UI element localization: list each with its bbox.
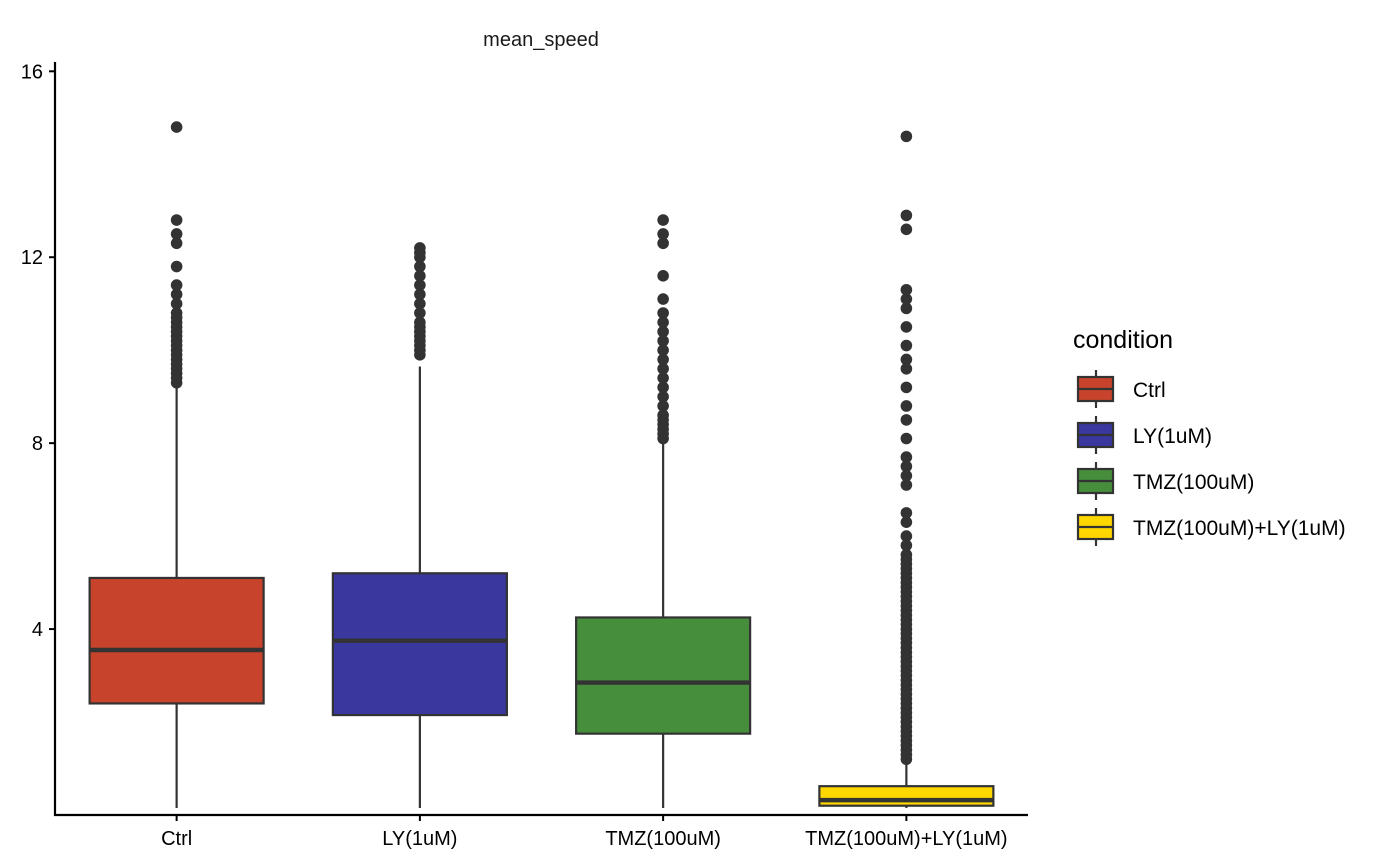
outlier-point bbox=[900, 507, 913, 519]
box-group-4 bbox=[818, 130, 995, 809]
outlier-point bbox=[900, 451, 913, 463]
box bbox=[331, 572, 508, 717]
box bbox=[575, 616, 752, 735]
outlier-point bbox=[657, 362, 669, 375]
outlier-point bbox=[657, 237, 669, 250]
outlier-point bbox=[900, 539, 913, 552]
outlier-point bbox=[170, 260, 183, 273]
box-group-1 bbox=[88, 121, 265, 809]
legend-item-3: TMZ(100uM) bbox=[1076, 462, 1254, 500]
outlier-point bbox=[900, 130, 913, 143]
outlier-point bbox=[170, 297, 183, 310]
outlier-point bbox=[657, 293, 669, 305]
outlier-point bbox=[414, 242, 426, 254]
outlier-point bbox=[657, 307, 669, 319]
outlier-point bbox=[657, 270, 669, 282]
outlier-point bbox=[170, 307, 183, 319]
outlier-point bbox=[657, 325, 669, 338]
outlier-point bbox=[900, 209, 913, 222]
outlier-point bbox=[900, 353, 913, 366]
outlier-point bbox=[414, 288, 426, 301]
outlier-point bbox=[657, 390, 669, 403]
outlier-point bbox=[657, 344, 669, 356]
axes: Ctrl LY(1uM) TMZ(100uM) TMZ(100uM)+LY(1uM) 4… bbox=[21, 61, 1028, 850]
chart-title: mean_speed bbox=[483, 29, 599, 51]
y-tick-label: 16 bbox=[21, 61, 43, 83]
outlier-point bbox=[900, 321, 913, 333]
outlier-point bbox=[414, 297, 426, 310]
outlier-point bbox=[900, 460, 913, 473]
outlier-point bbox=[900, 293, 913, 305]
y-tick-label: 4 bbox=[32, 619, 43, 641]
outlier-point bbox=[900, 516, 913, 528]
outlier-point bbox=[900, 548, 913, 561]
plot-area bbox=[88, 121, 995, 809]
outlier-point bbox=[657, 316, 669, 329]
outlier-point bbox=[414, 307, 426, 319]
outlier-point bbox=[900, 381, 913, 394]
legend: condition Ctrl LY(1uM) TMZ(100uM) TMZ(100uM… bbox=[1073, 326, 1346, 546]
outlier-point bbox=[170, 121, 183, 133]
outlier-point bbox=[657, 214, 669, 226]
box-group-3 bbox=[575, 214, 752, 809]
outlier-point bbox=[657, 335, 669, 347]
outlier-point bbox=[657, 381, 669, 394]
legend-label: TMZ(100uM)+LY(1uM) bbox=[1133, 517, 1346, 540]
box bbox=[818, 785, 995, 807]
outlier-point bbox=[414, 260, 426, 273]
legend-label: LY(1uM) bbox=[1133, 425, 1212, 448]
y-tick-label: 8 bbox=[32, 433, 43, 455]
outlier-point bbox=[657, 400, 669, 412]
outlier-point bbox=[414, 270, 426, 282]
legend-label: TMZ(100uM) bbox=[1133, 471, 1254, 494]
outlier-point bbox=[657, 353, 669, 366]
x-tick-label: LY(1uM) bbox=[382, 828, 457, 850]
outlier-point bbox=[657, 409, 669, 422]
legend-label: Ctrl bbox=[1133, 379, 1166, 402]
box-group-2 bbox=[331, 242, 508, 809]
legend-item-2: LY(1uM) bbox=[1076, 416, 1212, 454]
outlier-point bbox=[900, 414, 913, 426]
outlier-point bbox=[170, 288, 183, 301]
legend-title: condition bbox=[1073, 326, 1173, 354]
outlier-point bbox=[900, 302, 913, 315]
outlier-point bbox=[900, 469, 913, 482]
outlier-point bbox=[170, 214, 183, 226]
outlier-point bbox=[900, 283, 913, 296]
outlier-point bbox=[900, 432, 913, 445]
outlier-point bbox=[900, 479, 913, 491]
outlier-point bbox=[900, 400, 913, 412]
x-tick-label: TMZ(100uM)+LY(1uM) bbox=[805, 828, 1007, 850]
outlier-point bbox=[900, 362, 913, 375]
outlier-point bbox=[414, 279, 426, 291]
outlier-point bbox=[170, 228, 183, 240]
legend-item-4: TMZ(100uM)+LY(1uM) bbox=[1076, 508, 1346, 546]
outlier-point bbox=[900, 339, 913, 352]
legend-item-1: Ctrl bbox=[1076, 370, 1166, 408]
outlier-point bbox=[900, 530, 913, 542]
x-tick-label: TMZ(100uM) bbox=[605, 828, 721, 850]
outlier-point bbox=[414, 316, 426, 329]
y-tick-label: 12 bbox=[21, 247, 43, 269]
outlier-point bbox=[170, 279, 183, 291]
outlier-point bbox=[657, 372, 669, 384]
box bbox=[88, 576, 265, 705]
outlier-point bbox=[657, 228, 669, 240]
x-tick-label: Ctrl bbox=[161, 828, 192, 850]
outlier-point bbox=[900, 223, 913, 236]
outlier-point bbox=[170, 237, 183, 250]
